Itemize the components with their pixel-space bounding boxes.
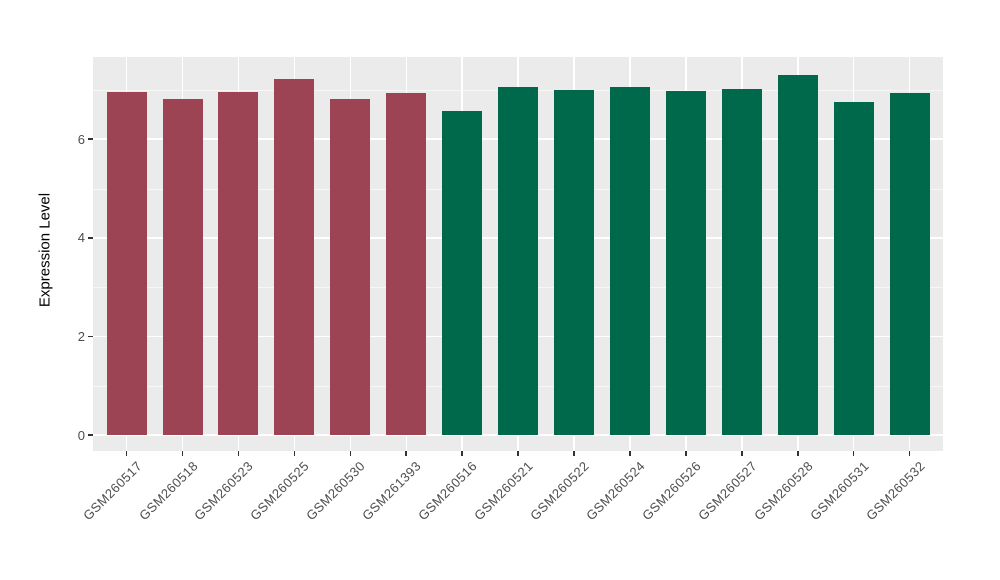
x-axis-tick	[573, 451, 575, 456]
bar-GSM260522	[554, 89, 595, 435]
x-axis-tick	[908, 451, 911, 456]
plot-panel	[93, 57, 943, 451]
bar-GSM260524	[609, 87, 650, 435]
x-axis-tick	[741, 451, 743, 456]
x-axis-tick	[181, 451, 184, 456]
bar-GSM260531	[833, 102, 874, 435]
bar-GSM260518	[162, 99, 203, 435]
x-axis-tick	[685, 451, 687, 456]
y-tick-label: 6	[77, 131, 85, 147]
x-axis-tick	[852, 451, 855, 456]
bar-GSM260525	[274, 78, 315, 435]
bar-GSM260532	[889, 92, 930, 435]
bar-GSM260517	[106, 92, 147, 435]
x-axis-tick	[796, 451, 799, 456]
x-axis-tick	[349, 451, 352, 456]
bar-GSM261393	[386, 92, 427, 435]
x-axis-tick	[405, 451, 408, 456]
y-axis-tick	[88, 138, 93, 140]
bar-GSM260530	[330, 99, 371, 435]
y-axis-title: Expression Level	[36, 192, 54, 308]
x-axis-tick	[293, 451, 296, 456]
bar-GSM260526	[665, 90, 706, 435]
bars-layer	[93, 57, 943, 451]
x-axis-tick	[237, 451, 240, 456]
x-axis-tick	[125, 451, 128, 456]
bar-GSM260516	[442, 111, 483, 435]
y-axis-tick	[88, 434, 93, 436]
y-tick-label: 4	[77, 230, 85, 246]
bar-GSM260528	[777, 75, 818, 435]
x-axis-tick	[629, 451, 631, 456]
bar-GSM260527	[721, 88, 762, 435]
x-axis-tick	[461, 451, 463, 456]
x-axis-tick	[517, 451, 519, 456]
y-tick-label: 0	[77, 427, 85, 443]
y-axis-tick	[88, 335, 93, 338]
y-tick-label: 2	[77, 328, 85, 344]
bar-GSM260521	[498, 86, 539, 435]
bar-GSM260523	[218, 91, 259, 435]
y-axis-tick	[88, 237, 93, 239]
